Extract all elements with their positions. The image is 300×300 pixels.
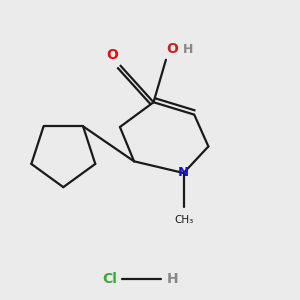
Text: H: H <box>183 43 193 56</box>
Text: N: N <box>178 167 189 179</box>
Text: H: H <box>167 272 179 286</box>
Text: Cl: Cl <box>102 272 117 286</box>
Text: CH₃: CH₃ <box>174 215 193 226</box>
Text: O: O <box>106 47 118 61</box>
Text: O: O <box>167 42 178 56</box>
